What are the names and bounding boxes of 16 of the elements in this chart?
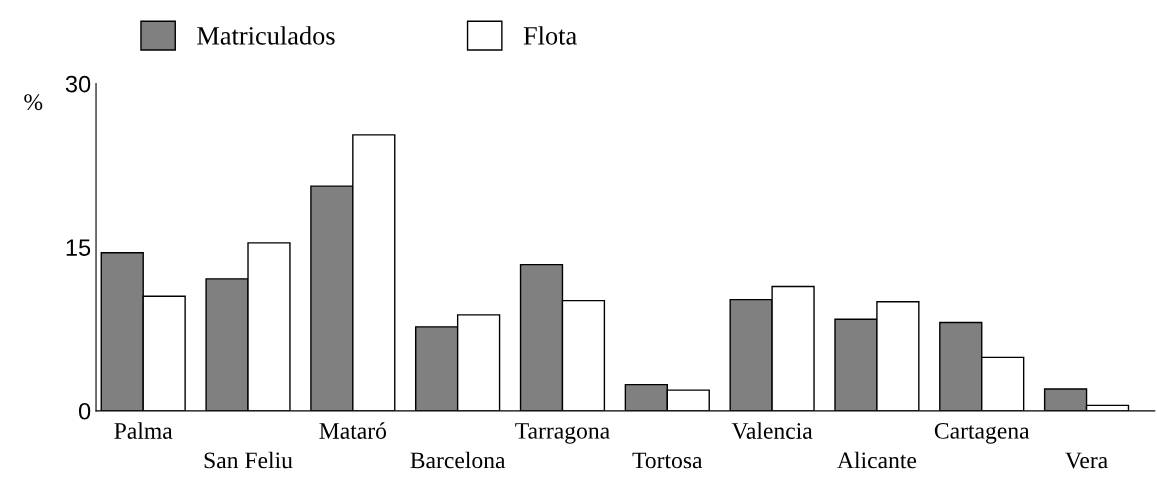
x-tick-label: Mataró [319,422,387,439]
legend-label: Matriculados [197,26,335,45]
legend-label: Flota [523,26,577,45]
y-tick-label: 30 [65,75,91,93]
y-axis-title: % [24,94,43,111]
y-tick-label: 15 [66,239,91,257]
x-tick-label: Tarragona [515,423,610,444]
x-tick-label: Barcelona [410,451,506,469]
x-tick-label: Valencia [731,422,813,440]
x-tick-label: San Feliu [204,451,293,469]
x-tick-label: Cartagena [934,422,1030,444]
x-tick-label: Alicante [837,451,917,469]
x-tick-label: Vera [1065,452,1108,469]
x-tick-label: Palma [114,422,173,439]
x-tick-label: Tortosa [632,452,703,469]
y-tick-label: 0 [78,402,91,420]
